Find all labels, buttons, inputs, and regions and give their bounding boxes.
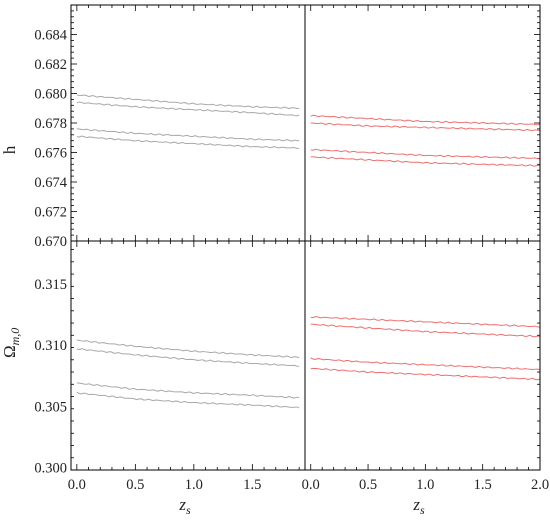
y-tick-label: 0.674 (34, 175, 67, 191)
series-line-3 (76, 128, 300, 142)
x-tick-label: 1.5 (243, 477, 261, 493)
series-line-4 (310, 367, 541, 381)
left-xlabel-sub: s (186, 503, 191, 517)
x-tick-label: 0.5 (359, 477, 377, 493)
omega-ylabel: Ωm,0 (0, 328, 22, 358)
panel-frame (70, 4, 306, 242)
omega-ylabel-sub: m,0 (8, 328, 22, 346)
series-line-1 (310, 315, 541, 328)
y-tick-label: 0.310 (34, 338, 67, 354)
panel-top-left: 0.670 0.672 0.674 0.676 0.678 0.680 0.682 0.684 (34, 4, 540, 250)
left-xlabel-main: z (178, 495, 186, 514)
series-line-2 (76, 101, 300, 117)
omega-ylabel-main: Ω (0, 345, 19, 358)
h-ylabel: h (0, 145, 19, 154)
left-xlabel: zs (178, 495, 191, 517)
y-tick-label: 0.676 (34, 146, 67, 162)
series-line-1 (76, 339, 300, 359)
y-tick-label: 0.678 (34, 116, 67, 132)
y-tick-label: 0.672 (34, 205, 67, 221)
series-line-4 (76, 135, 300, 150)
x-tick-label: 0.0 (302, 477, 320, 493)
x-tick-label: 1.0 (416, 477, 434, 493)
y-tick-label: 0.680 (34, 87, 67, 103)
series-line-3 (76, 382, 300, 399)
series-line-1 (76, 94, 300, 110)
y-tick-label: 0.300 (34, 461, 67, 477)
y-tick-label: 0.305 (34, 399, 67, 415)
y-tick-label: 0.670 (34, 234, 67, 250)
x-tick-label: 1.5 (474, 477, 492, 493)
panel-bottom-left: 0.300 0.305 0.310 0.315 0.0 0.5 1.0 1.5 (34, 240, 540, 493)
y-tick-label: 0.684 (34, 28, 67, 44)
series-line-4 (76, 391, 300, 409)
x-tick-label: 0.5 (126, 477, 144, 493)
x-tick-label: 1.0 (185, 477, 203, 493)
panels-layer: 0.670 0.672 0.674 0.676 0.678 0.680 0.682 0.684… (34, 4, 549, 493)
x-tick-label: 2.0 (531, 477, 549, 493)
series-line-3 (310, 148, 541, 160)
panel-bottom-right: 0.0 0.5 1.0 1.5 2.0 (302, 240, 549, 493)
right-xlabel-sub: s (420, 503, 425, 517)
right-xlabel-main: z (412, 495, 420, 514)
series-line-2 (310, 323, 541, 338)
series-line-1 (310, 114, 541, 126)
series-line-2 (310, 122, 541, 132)
series-line-4 (310, 156, 541, 167)
series-line-2 (76, 348, 300, 367)
right-xlabel: zs (412, 495, 425, 517)
series-line-3 (310, 357, 541, 371)
panel-frame (304, 240, 541, 471)
y-tick-label: 0.682 (34, 57, 67, 73)
y-tick-label: 0.315 (34, 277, 67, 293)
panel-top-right (304, 4, 541, 242)
x-tick-label: 0.0 (68, 477, 86, 493)
